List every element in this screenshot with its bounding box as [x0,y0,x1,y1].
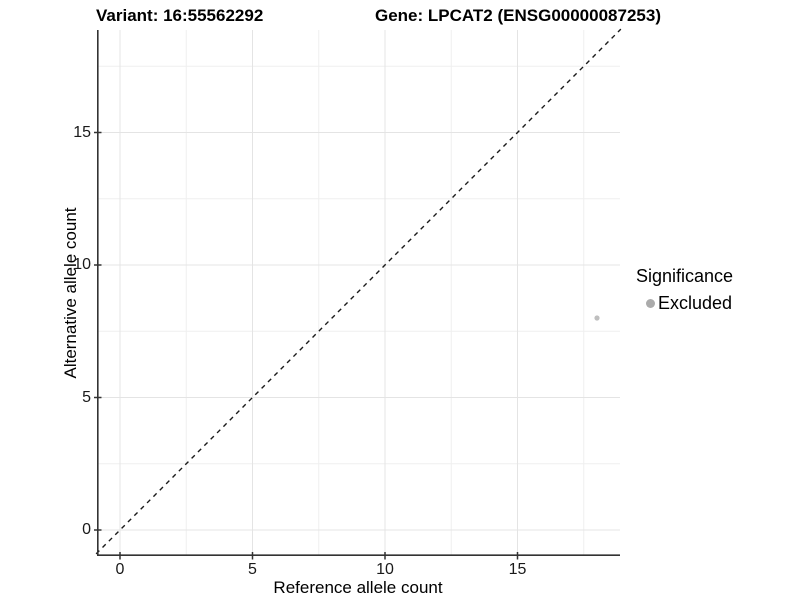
plot-panel [94,28,622,560]
y-axis-title: Alternative allele count [61,207,80,379]
identity-line [95,28,622,555]
x-tick-label: 15 [508,561,527,578]
legend-item-label: Excluded [658,292,733,313]
legend-item: Excluded [636,293,733,313]
plot-title-variant: Variant: 16:55562292 [96,6,264,25]
y-tick-label: 0 [82,521,91,538]
x-axis-title: Reference allele count [273,578,443,597]
x-tick-label: 10 [376,561,394,578]
x-tick-label: 0 [115,561,125,578]
legend: Significance Excluded [636,266,733,313]
y-tick-label: 15 [73,123,91,141]
x-tick-label: 5 [248,561,257,578]
legend-point-icon [646,298,655,308]
plot-title-gene: Gene: LPCAT2 (ENSG00000087253) [375,6,661,25]
y-tick-label: 10 [73,256,91,273]
y-tick-label: 5 [82,388,91,406]
data-point [594,315,600,321]
legend-title: Significance [636,266,734,286]
